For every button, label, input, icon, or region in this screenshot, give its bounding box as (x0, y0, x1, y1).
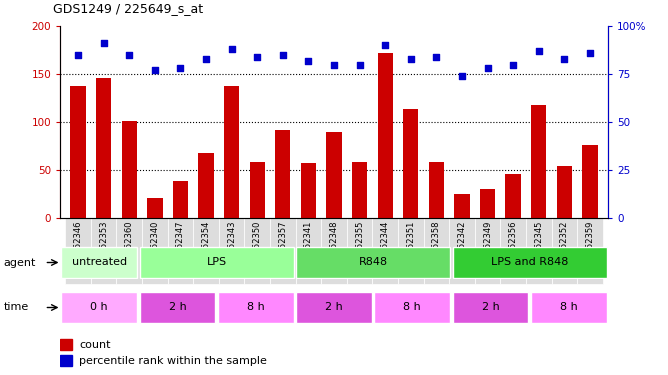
Bar (296, 248, 450, 278)
Text: LPS: LPS (206, 257, 226, 267)
Bar (372, 217, 398, 284)
Bar (96, 78, 112, 218)
Point (303, 58, 314, 64)
Bar (60, 356, 72, 366)
Bar (296, 292, 372, 322)
Point (277, 52, 288, 58)
Point (534, 48, 544, 54)
Bar (552, 217, 577, 284)
Bar (403, 110, 418, 218)
Bar (168, 217, 193, 284)
Bar (449, 217, 475, 284)
Point (150, 67, 160, 73)
Bar (270, 217, 296, 284)
Text: 8 h: 8 h (403, 302, 421, 312)
Bar (244, 217, 270, 284)
Text: GDS1249 / 225649_s_at: GDS1249 / 225649_s_at (53, 2, 204, 15)
Bar (122, 121, 137, 218)
Point (405, 56, 416, 62)
Bar (218, 292, 293, 322)
Bar (140, 248, 293, 278)
Bar (577, 217, 603, 284)
Text: LPS and R848: LPS and R848 (491, 257, 568, 267)
Point (252, 54, 263, 60)
Bar (453, 248, 607, 278)
Bar (140, 292, 215, 322)
Point (175, 65, 186, 71)
Bar (556, 166, 572, 218)
Bar (475, 217, 500, 284)
Text: 2 h: 2 h (168, 302, 186, 312)
Text: count: count (79, 340, 111, 350)
Bar (91, 217, 116, 284)
Bar (424, 217, 449, 284)
Bar (219, 217, 244, 284)
Bar (70, 86, 86, 218)
Bar (500, 217, 526, 284)
Bar (506, 174, 521, 217)
Bar (65, 217, 91, 284)
Bar (531, 105, 546, 218)
Text: 8 h: 8 h (247, 302, 265, 312)
Point (584, 50, 595, 56)
Text: 2 h: 2 h (482, 302, 500, 312)
Bar (142, 217, 168, 284)
Bar (275, 129, 291, 218)
Point (508, 62, 518, 68)
Bar (453, 292, 528, 322)
Bar (60, 339, 72, 350)
Bar (61, 292, 137, 322)
Bar (454, 194, 470, 217)
Text: R848: R848 (359, 257, 387, 267)
Bar (224, 86, 239, 218)
Bar (526, 217, 552, 284)
Bar (429, 162, 444, 218)
Bar (173, 181, 188, 218)
Point (200, 56, 211, 62)
Point (329, 62, 339, 68)
Point (226, 46, 237, 52)
Bar (198, 153, 214, 218)
Bar (480, 189, 495, 217)
Bar (250, 162, 265, 218)
Text: time: time (3, 303, 29, 312)
Bar (296, 217, 321, 284)
Bar (347, 217, 372, 284)
Bar (375, 292, 450, 322)
Bar (531, 292, 607, 322)
Bar (193, 217, 219, 284)
Point (380, 42, 391, 48)
Text: 2 h: 2 h (325, 302, 343, 312)
Text: 8 h: 8 h (560, 302, 578, 312)
Point (354, 62, 365, 68)
Text: untreated: untreated (71, 257, 127, 267)
Point (482, 65, 493, 71)
Bar (116, 217, 142, 284)
Bar (352, 162, 367, 218)
Point (124, 52, 134, 58)
Text: 0 h: 0 h (90, 302, 108, 312)
Bar (321, 217, 347, 284)
Bar (398, 217, 424, 284)
Point (73, 52, 84, 58)
Bar (147, 198, 162, 217)
Point (457, 73, 468, 79)
Bar (301, 163, 316, 218)
Bar (377, 53, 393, 217)
Bar (582, 145, 598, 218)
Text: percentile rank within the sample: percentile rank within the sample (79, 356, 267, 366)
Point (98, 40, 109, 46)
Bar (327, 132, 341, 218)
Bar (61, 248, 137, 278)
Point (559, 56, 570, 62)
Point (431, 54, 442, 60)
Text: agent: agent (3, 258, 35, 267)
